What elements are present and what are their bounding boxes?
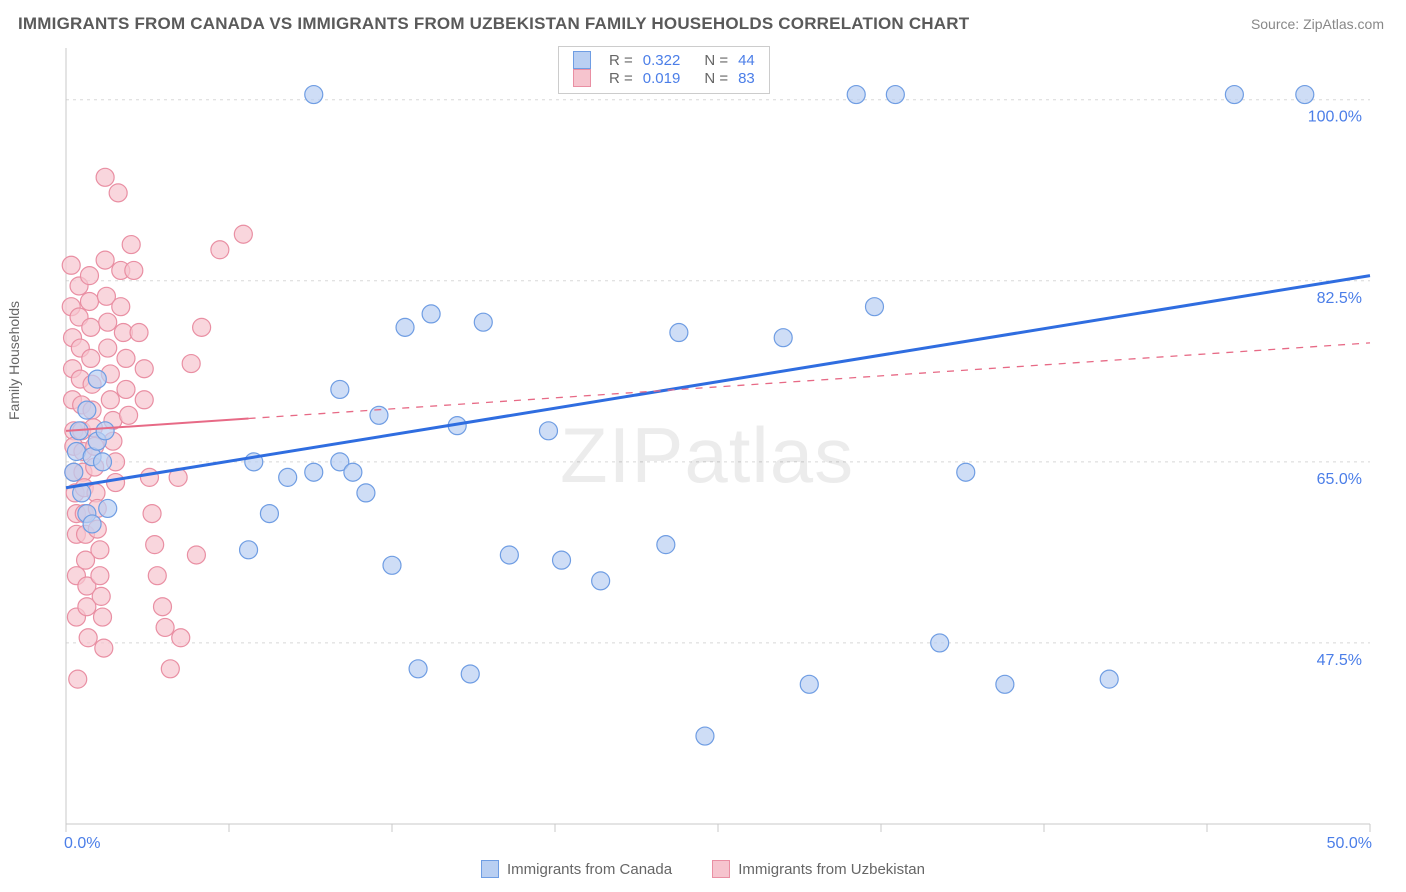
legend-n-value-pink: 83 — [738, 70, 755, 87]
legend-r-label: R = — [609, 52, 633, 69]
source-attribution: Source: ZipAtlas.com — [1251, 16, 1384, 32]
chart-title: IMMIGRANTS FROM CANADA VS IMMIGRANTS FRO… — [18, 14, 969, 34]
legend-r-value-blue: 0.322 — [643, 52, 681, 69]
legend-swatch-blue — [573, 51, 591, 69]
legend-row-uzbekistan: R = 0.019 N = 83 — [573, 69, 755, 87]
chart-area: 47.5% 65.0% 82.5% 100.0% 0.0% 50.0% — [44, 42, 1386, 850]
svg-text:82.5%: 82.5% — [1317, 290, 1362, 307]
source-prefix: Source: — [1251, 16, 1303, 32]
correlation-legend: R = 0.322 N = 44 R = 0.019 N = 83 — [558, 46, 770, 94]
svg-text:65.0%: 65.0% — [1317, 471, 1362, 488]
legend-item-canada: Immigrants from Canada — [481, 860, 672, 878]
legend-swatch-pink — [573, 69, 591, 87]
legend-n-value-blue: 44 — [738, 52, 755, 69]
svg-text:47.5%: 47.5% — [1317, 652, 1362, 669]
legend-item-uzbekistan: Immigrants from Uzbekistan — [712, 860, 925, 878]
scatter-plot-svg: 47.5% 65.0% 82.5% 100.0% 0.0% 50.0% — [44, 42, 1386, 850]
legend-n-label: N = — [704, 70, 728, 87]
legend-r-value-pink: 0.019 — [643, 70, 681, 87]
source-link[interactable]: ZipAtlas.com — [1303, 16, 1384, 32]
series-legend: Immigrants from Canada Immigrants from U… — [0, 860, 1406, 882]
legend-r-label: R = — [609, 70, 633, 87]
y-axis-label: Family Households — [6, 301, 22, 420]
legend-label-canada: Immigrants from Canada — [507, 861, 672, 878]
legend-n-label: N = — [704, 52, 728, 69]
svg-text:50.0%: 50.0% — [1327, 835, 1372, 850]
legend-label-uzbekistan: Immigrants from Uzbekistan — [738, 861, 925, 878]
svg-text:100.0%: 100.0% — [1308, 109, 1362, 126]
legend-row-canada: R = 0.322 N = 44 — [573, 51, 755, 69]
legend-swatch-blue — [481, 860, 499, 878]
svg-text:0.0%: 0.0% — [64, 835, 100, 850]
legend-swatch-pink — [712, 860, 730, 878]
